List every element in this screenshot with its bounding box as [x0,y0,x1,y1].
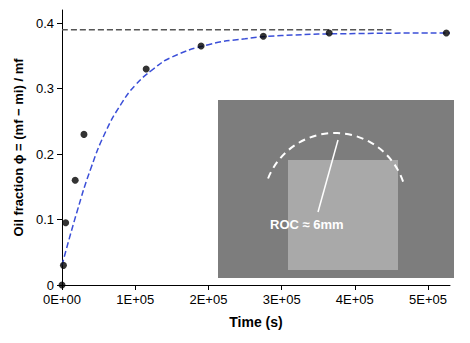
svg-text:0E+00: 0E+00 [43,292,81,307]
svg-text:5E+05: 5E+05 [409,292,447,307]
svg-text:3E+05: 3E+05 [263,292,301,307]
svg-text:0.3: 0.3 [36,81,54,96]
svg-text:2E+05: 2E+05 [189,292,227,307]
svg-text:Time (s): Time (s) [229,314,282,330]
svg-text:0.2: 0.2 [36,147,54,162]
svg-text:ROC ≈ 6mm: ROC ≈ 6mm [270,217,344,232]
svg-text:Oil fraction ϕ = (mf − mi) / m: Oil fraction ϕ = (mf − mi) / mf [11,58,26,237]
svg-text:0.4: 0.4 [36,16,54,31]
svg-text:1E+05: 1E+05 [116,292,154,307]
svg-text:0: 0 [47,278,54,293]
svg-text:4E+05: 4E+05 [336,292,374,307]
svg-text:0.1: 0.1 [36,212,54,227]
